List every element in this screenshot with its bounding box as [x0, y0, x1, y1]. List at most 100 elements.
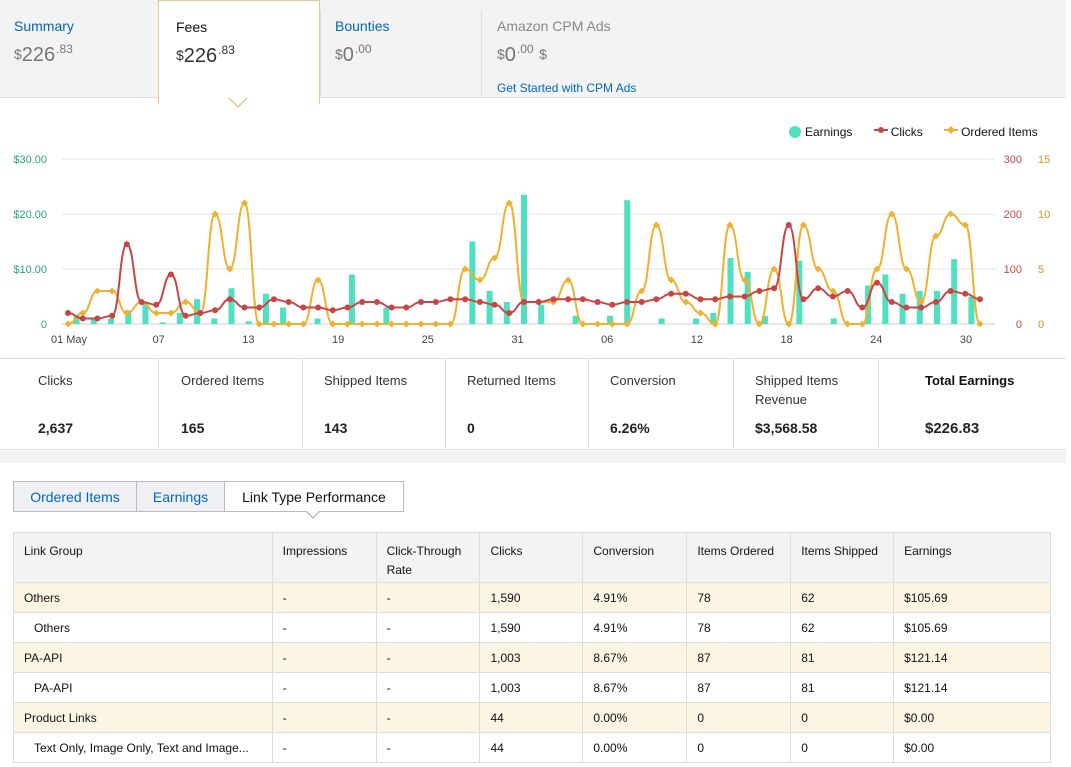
tab-cpm-ads[interactable]: Amazon CPM Ads $0.00 $ Get Started with … — [497, 0, 797, 98]
y-left-tick-label: 0 — [41, 319, 47, 331]
earnings-bar — [486, 291, 493, 324]
tab-divider — [320, 10, 321, 98]
table-cell-click-through-rate: - — [375, 612, 481, 643]
stat-shipped-value: 143 — [324, 420, 348, 436]
clicks-point — [785, 222, 792, 228]
col-header-impressions[interactable]: Impressions — [271, 532, 377, 583]
table-cell-link-group: Others — [13, 582, 273, 613]
col-header-clicks[interactable]: Clicks — [479, 532, 584, 583]
earnings-bar — [521, 194, 527, 324]
subtab-link-type-performance[interactable]: Link Type Performance — [224, 481, 404, 512]
ordered-items-point — [299, 320, 307, 328]
legend-earnings-item[interactable]: Earnings — [789, 124, 852, 139]
ordered-items-point — [64, 320, 72, 328]
col-header-items-ordered[interactable]: Items Ordered — [686, 532, 792, 583]
clicks-point — [65, 310, 71, 316]
table-cell-items-shipped: 0 — [790, 732, 895, 763]
ordered-items-point — [623, 320, 631, 328]
table-cell-conversion: 8.67% — [582, 642, 688, 673]
table-cell-impressions: - — [271, 642, 377, 673]
clicks-point — [300, 304, 307, 311]
y-right-items-tick-label: 10 — [1038, 209, 1050, 221]
earnings-chart: $30.00 300 15$20.00 200 10$10.00 100 50 0 001 Ma… — [13, 154, 1050, 346]
ordered-items-point — [888, 210, 896, 218]
tab-bounties[interactable]: Bounties $0.00 — [335, 0, 480, 98]
link-type-table: Link Group Impressions Click-Through Rat… — [13, 532, 1051, 763]
ordered-items-point — [608, 320, 616, 328]
ordered-items-point — [402, 320, 410, 328]
clicks-point — [550, 296, 557, 303]
table-cell-items-ordered: 0 — [686, 732, 792, 763]
x-tick-label: 13 — [242, 334, 254, 346]
y-left-tick-label: $20.00 — [13, 209, 47, 221]
table-cell-earnings: $0.00 — [893, 702, 1051, 733]
subtab-earnings[interactable]: Earnings — [136, 481, 225, 512]
clicks-point — [638, 299, 645, 305]
tab-bounties-amount: $0.00 — [335, 42, 372, 66]
col-header-ctr[interactable]: Click-Through Rate — [375, 532, 481, 583]
col-header-conversion[interactable]: Conversion — [582, 532, 688, 583]
y-left-tick-label: $10.00 — [13, 264, 47, 276]
x-tick-label: 01 May — [51, 334, 88, 346]
col-header-items-shipped[interactable]: Items Shipped — [790, 532, 895, 583]
clicks-point — [535, 299, 542, 305]
ordered-items-point — [388, 320, 396, 328]
ordered-items-point — [785, 320, 793, 328]
cpm-get-started-link[interactable]: Get Started with CPM Ads — [497, 81, 637, 95]
tab-summary[interactable]: Summary $226.83 — [0, 0, 158, 98]
x-tick-label: 12 — [691, 334, 703, 346]
legend-ordered-item[interactable]: Ordered Items — [944, 124, 1038, 139]
earnings-bar — [159, 322, 166, 324]
table-cell-clicks: 1,003 — [479, 642, 584, 673]
col-header-earnings[interactable]: Earnings — [893, 532, 1051, 583]
clicks-point — [212, 307, 219, 314]
earnings-bar — [607, 315, 614, 324]
clicks-point — [270, 296, 277, 303]
ordered-items-point — [108, 287, 116, 295]
table-group-row: PA-API - -1,003 8.67% 87 81 $121.14 — [13, 642, 1051, 673]
stat-total-label: Total Earnings — [925, 373, 1015, 388]
clicks-point — [756, 288, 763, 294]
stat-clicks: Clicks 2,637 — [0, 359, 158, 449]
chart-legend: Earnings Clicks Ordered Items — [789, 124, 1038, 139]
earnings-bar — [348, 274, 355, 324]
ordered-items-point — [697, 309, 705, 317]
ordered-items-point — [167, 309, 175, 317]
tab-summary-amount: $226.83 — [14, 42, 73, 66]
ordered-items-point — [652, 221, 660, 229]
clicks-point — [726, 293, 733, 300]
table-cell-items-shipped: 81 — [790, 642, 895, 673]
table-cell-earnings: $0.00 — [893, 732, 1051, 763]
table-cell-clicks: 44 — [479, 702, 584, 733]
clicks-point — [521, 299, 527, 305]
tab-fees[interactable]: Fees $226.83 — [158, 0, 320, 104]
clicks-point — [903, 304, 910, 311]
earnings-bar — [383, 307, 390, 324]
ordered-items-point — [314, 276, 322, 284]
subtab-ordered-items[interactable]: Ordered Items — [13, 481, 137, 512]
legend-clicks-item[interactable]: Clicks — [873, 124, 923, 139]
ordered-items-point — [505, 199, 513, 207]
clicks-point — [579, 296, 586, 303]
x-tick-label: 30 — [960, 334, 972, 346]
ordered-items-point — [182, 298, 190, 306]
clicks-point — [829, 293, 836, 300]
col-header-link-group[interactable]: Link Group — [13, 532, 273, 583]
ordered-items-point — [432, 320, 440, 328]
clicks-point — [506, 310, 513, 316]
clicks-point — [256, 304, 263, 311]
table-row: PA-API - -1,003 8.67% 87 81 $121.14 — [13, 672, 1051, 703]
table-cell-impressions: - — [271, 582, 377, 613]
table-cell-click-through-rate: - — [375, 582, 481, 613]
ordered-items-point — [255, 320, 263, 328]
ordered-items-point — [814, 265, 822, 273]
earnings-bar — [262, 293, 269, 324]
stats-row: Clicks 2,637 Ordered Items 165 Shipped I… — [0, 358, 1066, 450]
x-tick-label: 06 — [601, 334, 613, 346]
table-cell-link-group: PA-API — [13, 672, 273, 703]
stat-total-value: $226.83 — [925, 420, 980, 437]
ordered-items-point — [417, 320, 425, 328]
section-divider — [0, 451, 1066, 463]
clicks-point — [697, 296, 704, 303]
clicks-point — [241, 304, 248, 311]
